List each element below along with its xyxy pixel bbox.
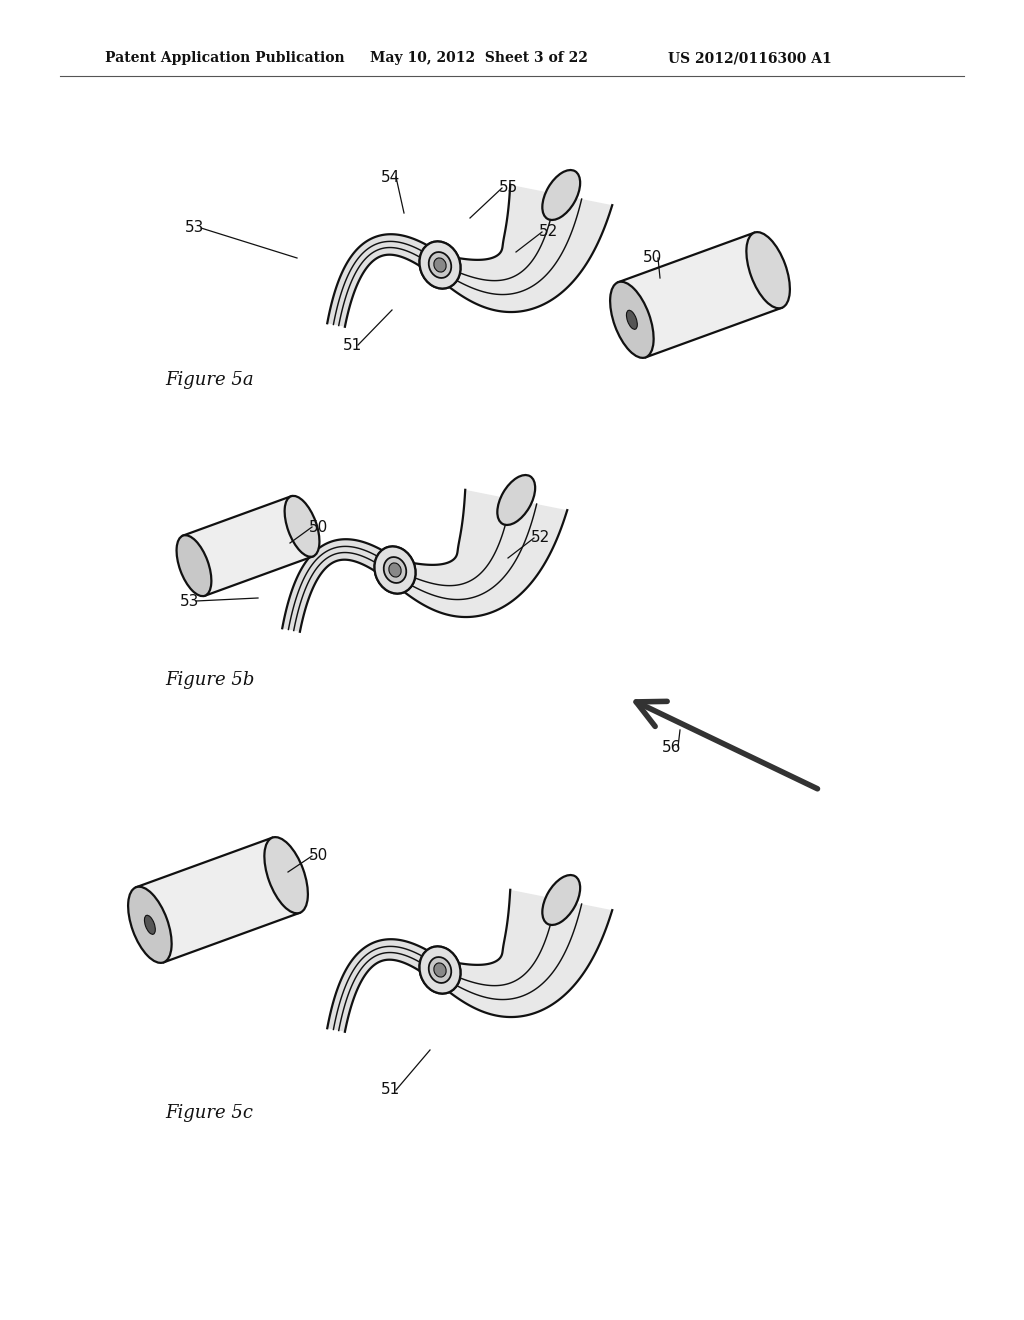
Ellipse shape bbox=[434, 962, 446, 977]
Text: Figure 5c: Figure 5c bbox=[165, 1104, 253, 1122]
Polygon shape bbox=[328, 234, 441, 327]
Ellipse shape bbox=[420, 242, 461, 289]
Ellipse shape bbox=[389, 562, 401, 577]
Ellipse shape bbox=[434, 257, 446, 272]
Text: 52: 52 bbox=[530, 531, 550, 545]
Ellipse shape bbox=[420, 946, 461, 994]
Ellipse shape bbox=[543, 875, 581, 925]
Text: 55: 55 bbox=[499, 181, 517, 195]
Ellipse shape bbox=[384, 557, 407, 583]
Text: 53: 53 bbox=[185, 220, 205, 235]
Ellipse shape bbox=[285, 496, 319, 557]
Text: May 10, 2012  Sheet 3 of 22: May 10, 2012 Sheet 3 of 22 bbox=[370, 51, 588, 65]
Ellipse shape bbox=[375, 546, 416, 594]
Ellipse shape bbox=[429, 252, 452, 279]
Ellipse shape bbox=[627, 310, 637, 329]
Ellipse shape bbox=[420, 242, 461, 289]
Text: US 2012/0116300 A1: US 2012/0116300 A1 bbox=[668, 51, 831, 65]
Ellipse shape bbox=[429, 957, 452, 983]
Ellipse shape bbox=[434, 962, 446, 977]
Text: 52: 52 bbox=[539, 224, 558, 239]
Text: 54: 54 bbox=[380, 169, 399, 185]
Text: 50: 50 bbox=[642, 251, 662, 265]
Ellipse shape bbox=[429, 252, 452, 279]
Text: 51: 51 bbox=[342, 338, 361, 352]
Ellipse shape bbox=[429, 957, 452, 983]
Ellipse shape bbox=[389, 562, 401, 577]
Text: Figure 5a: Figure 5a bbox=[165, 371, 254, 389]
Text: Figure 5b: Figure 5b bbox=[165, 671, 254, 689]
Text: 50: 50 bbox=[308, 520, 328, 535]
Ellipse shape bbox=[144, 915, 156, 935]
Polygon shape bbox=[393, 490, 567, 616]
Text: 56: 56 bbox=[663, 739, 682, 755]
Ellipse shape bbox=[384, 557, 407, 583]
Ellipse shape bbox=[375, 546, 416, 594]
Text: 50: 50 bbox=[308, 849, 328, 863]
Ellipse shape bbox=[746, 232, 790, 309]
Ellipse shape bbox=[543, 170, 581, 220]
Ellipse shape bbox=[610, 281, 653, 358]
Ellipse shape bbox=[176, 535, 211, 597]
Ellipse shape bbox=[420, 946, 461, 994]
Ellipse shape bbox=[128, 887, 172, 962]
Polygon shape bbox=[283, 540, 396, 632]
Polygon shape bbox=[618, 232, 781, 358]
Ellipse shape bbox=[498, 475, 536, 525]
Ellipse shape bbox=[434, 257, 446, 272]
Text: 53: 53 bbox=[180, 594, 200, 609]
Text: 51: 51 bbox=[380, 1082, 399, 1097]
Polygon shape bbox=[183, 496, 313, 595]
Polygon shape bbox=[328, 940, 441, 1032]
Polygon shape bbox=[437, 890, 612, 1016]
Ellipse shape bbox=[264, 837, 308, 913]
Polygon shape bbox=[437, 185, 612, 312]
Text: Patent Application Publication: Patent Application Publication bbox=[105, 51, 345, 65]
Polygon shape bbox=[136, 838, 300, 962]
